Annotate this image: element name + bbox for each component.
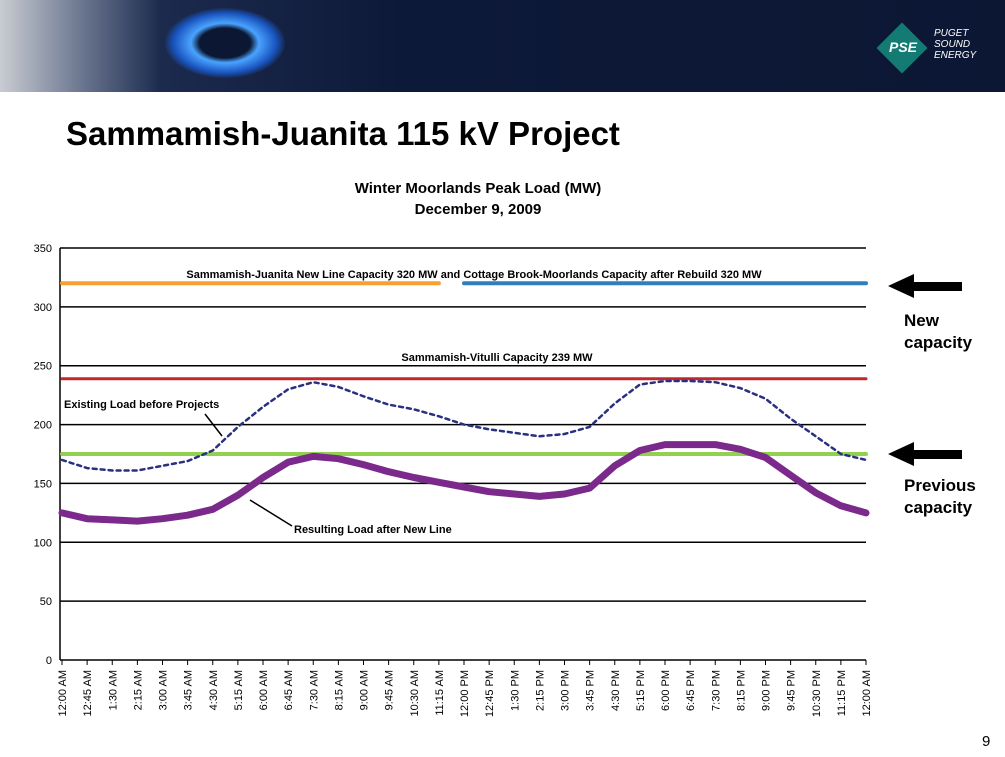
x-tick-label: 6:00 AM	[258, 670, 270, 710]
slide: PSE PUGET SOUND ENERGY Sammamish-Juanita…	[0, 0, 1005, 757]
x-tick-label: 1:30 PM	[509, 670, 521, 711]
arrow	[888, 274, 962, 298]
annotation: Existing Load before Projects	[64, 399, 219, 411]
x-tick-label: 7:30 AM	[308, 670, 320, 710]
x-tick-label: 1:30 AM	[107, 670, 119, 710]
x-tick-label: 6:45 PM	[685, 670, 697, 711]
y-tick-label: 150	[34, 478, 52, 490]
x-tick-label: 5:15 PM	[635, 670, 647, 711]
x-tick-label: 12:00 AM	[861, 670, 873, 716]
x-tick-label: 4:30 AM	[208, 670, 220, 710]
x-tick-label: 8:15 AM	[333, 670, 345, 710]
x-tick-label: 9:45 PM	[786, 670, 798, 711]
chart-subtitle: December 9, 2009	[415, 201, 542, 218]
x-tick-label: 3:45 AM	[183, 670, 195, 710]
y-tick-label: 100	[34, 537, 52, 549]
x-tick-label: 10:30 PM	[811, 670, 823, 717]
annotation: Sammamish-Juanita New Line Capacity 320 …	[186, 269, 762, 281]
y-tick-label: 0	[46, 655, 52, 667]
x-tick-label: 9:00 PM	[761, 670, 773, 711]
x-tick-label: 4:30 PM	[610, 670, 622, 711]
y-tick-label: 350	[34, 243, 52, 255]
y-tick-label: 250	[34, 361, 52, 373]
arrow	[888, 442, 962, 466]
chart-title: Winter Moorlands Peak Load (MW)	[355, 180, 602, 197]
x-tick-label: 12:45 AM	[82, 670, 94, 716]
y-tick-label: 200	[34, 420, 52, 432]
x-tick-label: 12:45 PM	[484, 670, 496, 717]
y-tick-label: 50	[40, 596, 52, 608]
x-tick-label: 9:45 AM	[384, 670, 396, 710]
x-tick-label: 8:15 PM	[735, 670, 747, 711]
x-tick-label: 3:00 AM	[158, 670, 170, 710]
annotation: Resulting Load after New Line	[294, 524, 452, 536]
x-tick-label: 10:30 AM	[409, 670, 421, 716]
x-tick-label: 7:30 PM	[710, 670, 722, 711]
x-tick-label: 11:15 AM	[434, 670, 446, 716]
annotation: Sammamish-Vitulli Capacity 239 MW	[401, 352, 593, 364]
y-tick-label: 300	[34, 302, 52, 314]
x-tick-label: 12:00 AM	[57, 670, 69, 716]
x-tick-label: 3:45 PM	[585, 670, 597, 711]
x-tick-label: 12:00 PM	[459, 670, 471, 717]
chart: Winter Moorlands Peak Load (MW) December…	[0, 0, 1005, 757]
x-tick-label: 3:00 PM	[560, 670, 572, 711]
x-tick-label: 11:15 PM	[836, 670, 848, 716]
x-tick-label: 9:00 AM	[359, 670, 371, 710]
series-line	[62, 381, 866, 471]
x-tick-label: 6:00 PM	[660, 670, 672, 711]
x-tick-label: 2:15 AM	[132, 670, 144, 710]
x-tick-label: 6:45 AM	[283, 670, 295, 710]
pointer	[250, 500, 292, 526]
x-tick-label: 5:15 AM	[233, 670, 245, 710]
x-tick-label: 2:15 PM	[534, 670, 546, 711]
